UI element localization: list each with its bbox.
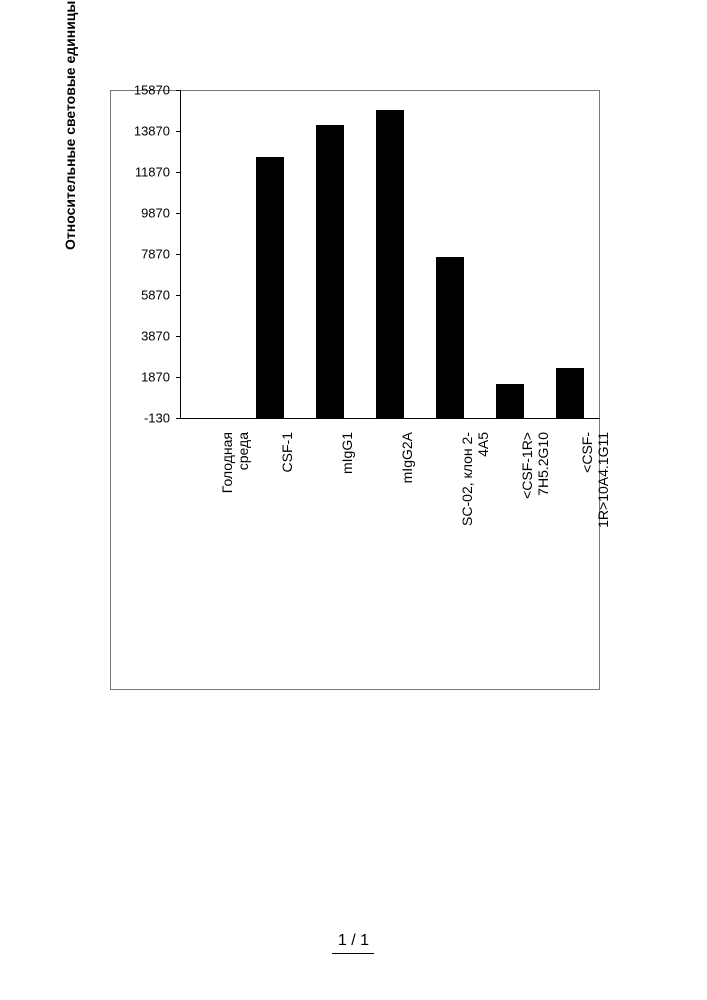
y-tick-label: 5870	[115, 288, 170, 303]
x-axis-label: SC-02, клон 2- 4А5	[459, 432, 491, 632]
y-tick-label: 13870	[115, 124, 170, 139]
bar	[376, 110, 404, 418]
y-tick-label: 15870	[115, 83, 170, 98]
y-tick	[176, 172, 180, 173]
bar	[316, 125, 344, 418]
y-tick-label: 1870	[115, 370, 170, 385]
y-tick	[176, 213, 180, 214]
y-tick-label: -130	[115, 411, 170, 426]
bar	[496, 384, 524, 418]
x-axis-label: Голодная среда	[219, 432, 251, 632]
x-axis-label: <CSF-1R> 7H5.2G10	[519, 432, 551, 632]
y-tick-label: 7870	[115, 247, 170, 262]
y-tick-label: 3870	[115, 329, 170, 344]
y-tick-label: 9870	[115, 206, 170, 221]
x-axis-label: mIgG2A	[399, 432, 415, 632]
page-number: 1 / 1	[0, 932, 707, 950]
y-tick-label: 11870	[115, 165, 170, 180]
x-axis-line	[180, 418, 600, 419]
x-axis-label: mIgG1	[339, 432, 355, 632]
bar	[436, 257, 464, 418]
y-tick	[176, 377, 180, 378]
y-tick	[176, 90, 180, 91]
document-page: Относительные световые единицы (ОСЕ) -13…	[0, 0, 707, 1000]
bar	[256, 157, 284, 418]
y-tick	[176, 131, 180, 132]
x-axis-label: <CSF- 1R>10A4.1G11	[579, 432, 611, 632]
page-number-underline	[332, 953, 374, 954]
y-tick	[176, 336, 180, 337]
y-tick	[176, 254, 180, 255]
y-tick	[176, 295, 180, 296]
y-axis-line	[180, 90, 181, 418]
x-axis-label: CSF-1	[279, 432, 295, 632]
y-axis-title: Относительные световые единицы (ОСЕ)	[62, 0, 78, 250]
bar	[556, 368, 584, 418]
